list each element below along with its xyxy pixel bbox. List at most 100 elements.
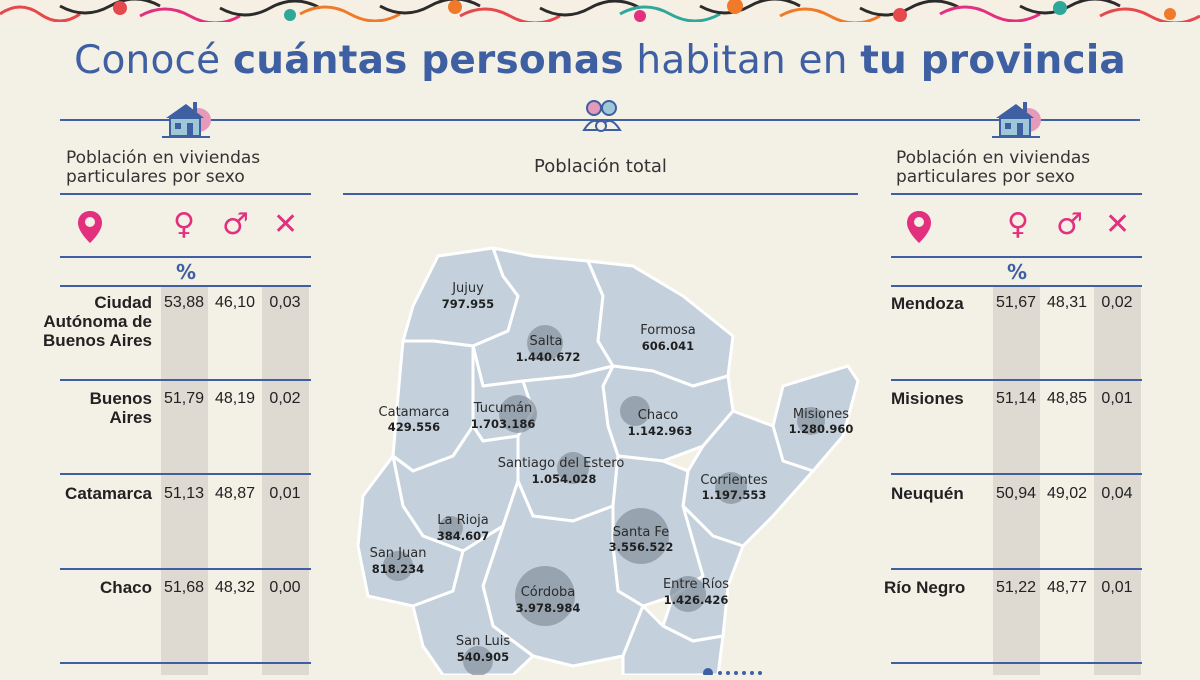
left-row-x-1: 0,03: [269, 294, 301, 311]
left-row-female-2: 51,79: [163, 390, 205, 407]
center-heading-divider: [343, 193, 858, 195]
map-value-san-juan: 818.234: [372, 562, 424, 576]
map-value-corrientes: 1.197.553: [702, 488, 767, 502]
right-icons-divider: [891, 256, 1142, 258]
map-value-catamarca: 429.556: [388, 420, 440, 434]
map-label-san-juan: San Juan: [370, 546, 427, 561]
right-female-band: [993, 287, 1040, 675]
right-row-name-1: Mendoza: [891, 294, 964, 313]
left-icons-divider: [60, 256, 311, 258]
page-title: Conocé cuántas personas habitan en tu pr…: [74, 38, 1126, 83]
location-pin-icon: [906, 210, 932, 250]
map-label-la-rioja: La Rioja: [437, 513, 489, 528]
right-row-male-1: 48,31: [1046, 294, 1088, 311]
center-heading: Población total: [534, 156, 667, 177]
map-label-misiones: Misiones: [793, 407, 849, 422]
province-san-luis: [411, 524, 535, 677]
left-row-name-1: Ciudad Autónoma de Buenos Aires: [43, 293, 152, 350]
house-icon: [160, 96, 212, 145]
map-value-santiago: 1.054.028: [532, 472, 597, 486]
left-heading-divider: [60, 193, 311, 195]
map-value-jujuy: 797.955: [442, 297, 494, 311]
right-row-name-4: Río Negro: [884, 578, 966, 597]
male-icon: ♂: [1056, 207, 1083, 242]
left-row-male-4: 48,32: [214, 579, 256, 596]
left-row-divider: [60, 568, 311, 570]
right-row-x-1: 0,02: [1101, 294, 1133, 311]
right-heading-divider: [891, 193, 1142, 195]
left-unit-divider: [60, 285, 311, 287]
left-row-name-2: Buenos Aires: [89, 389, 152, 427]
right-row-female-3: 50,94: [995, 485, 1037, 502]
right-row-male-3: 49,02: [1046, 485, 1088, 502]
left-row-female-4: 51,68: [163, 579, 205, 596]
male-icon: ♂: [222, 207, 249, 242]
map-label-salta: Salta: [530, 334, 563, 349]
map-label-entre-rios: Entre Ríos: [663, 577, 729, 592]
province-santiago: [516, 364, 620, 523]
x-icon: ✕: [1105, 207, 1131, 242]
right-row-male-2: 48,85: [1046, 390, 1088, 407]
right-row-divider: [891, 473, 1142, 475]
right-panel-heading: Población en viviendas particulares por …: [896, 148, 1091, 187]
left-row-divider: [60, 379, 311, 381]
map-label-tucuman: Tucumán: [473, 401, 532, 416]
right-row-name-3: Neuquén: [891, 484, 964, 503]
map-label-chaco: Chaco: [638, 408, 678, 423]
map-label-santiago: Santiago del Estero: [498, 456, 625, 471]
left-unit-label: %: [176, 260, 197, 284]
header-divider: [60, 119, 1140, 121]
left-female-band: [161, 287, 208, 675]
map-value-santa-fe: 3.556.522: [609, 540, 674, 554]
right-row-male-4: 48,77: [1046, 579, 1088, 596]
left-row-name-4: Chaco: [100, 578, 152, 597]
left-row-female-1: 53,88: [163, 294, 205, 311]
map-label-corrientes: Corrientes: [700, 473, 767, 488]
left-row-x-3: 0,01: [269, 485, 301, 502]
family-icon: [576, 96, 626, 145]
left-row-female-3: 51,13: [163, 485, 205, 502]
right-row-x-3: 0,04: [1101, 485, 1133, 502]
map-value-entre-rios: 1.426.426: [664, 593, 729, 607]
right-row-name-2: Misiones: [891, 389, 964, 408]
right-row-female-4: 51,22: [995, 579, 1037, 596]
house-icon: [990, 96, 1042, 145]
decorative-banner: [0, 0, 1200, 22]
left-row-divider: [60, 473, 311, 475]
left-row-divider: [60, 662, 311, 664]
right-row-divider: [891, 568, 1142, 570]
map-label-santa-fe: Santa Fe: [613, 525, 669, 540]
map-value-la-rioja: 384.607: [437, 529, 489, 543]
left-row-male-2: 48,19: [214, 390, 256, 407]
map-label-formosa: Formosa: [640, 323, 695, 338]
map-label-catamarca: Catamarca: [379, 405, 450, 420]
left-x-band: [262, 287, 309, 675]
x-icon: ✕: [273, 207, 299, 242]
right-row-female-1: 51,67: [995, 294, 1037, 311]
right-row-divider: [891, 662, 1142, 664]
argentina-map: Jujuy 797.955 Salta 1.440.672 Formosa 60…: [343, 236, 863, 680]
right-row-x-2: 0,01: [1101, 390, 1133, 407]
map-value-tucuman: 1.703.186: [471, 417, 536, 431]
female-icon: ♀: [1007, 207, 1029, 242]
right-row-divider: [891, 379, 1142, 381]
right-unit-label: %: [1007, 260, 1028, 284]
female-icon: ♀: [173, 207, 195, 242]
right-row-female-2: 51,14: [995, 390, 1037, 407]
map-value-misiones: 1.280.960: [789, 422, 854, 436]
right-row-x-4: 0,01: [1101, 579, 1133, 596]
left-row-x-2: 0,02: [269, 390, 301, 407]
left-row-male-3: 48,87: [214, 485, 256, 502]
location-pin-icon: [77, 210, 103, 250]
map-label-jujuy: Jujuy: [451, 281, 484, 296]
left-panel-heading: Población en viviendas particulares por …: [66, 148, 261, 187]
map-label-cordoba: Córdoba: [521, 585, 576, 600]
map-value-chaco: 1.142.963: [628, 424, 693, 438]
map-value-formosa: 606.041: [642, 339, 694, 353]
left-row-male-1: 46,10: [214, 294, 256, 311]
map-value-san-luis: 540.905: [457, 650, 509, 664]
map-label-san-luis: San Luis: [456, 634, 510, 649]
left-row-name-3: Catamarca: [65, 484, 152, 503]
right-x-band: [1094, 287, 1141, 675]
left-row-x-4: 0,00: [269, 579, 301, 596]
